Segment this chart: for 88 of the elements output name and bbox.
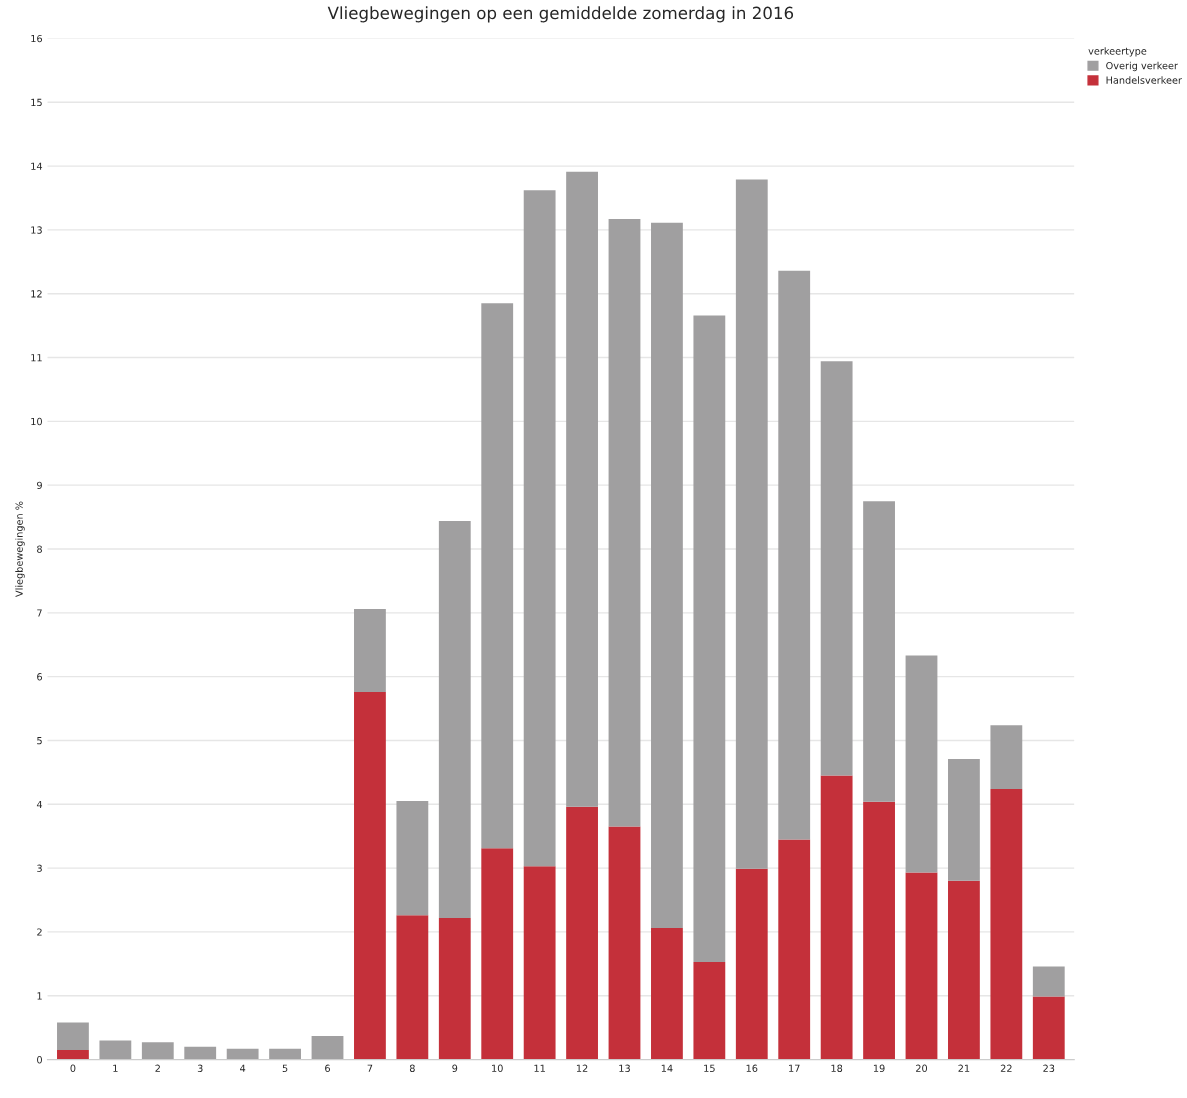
- bar: [608, 826, 641, 1060]
- x-tick-label: 0: [70, 1064, 76, 1072]
- bar: [778, 270, 811, 840]
- bar: [948, 880, 980, 1060]
- y-tick-label: 3: [37, 864, 42, 872]
- y-tick-label: 9: [37, 481, 42, 490]
- y-tick-label: 5: [37, 737, 42, 745]
- bar: [99, 1040, 132, 1060]
- bar: [396, 915, 429, 1060]
- y-tick-label: 14: [31, 162, 43, 170]
- bar: [354, 608, 386, 692]
- bar: [396, 801, 429, 916]
- bar: [990, 788, 1023, 1060]
- bar: [693, 315, 726, 962]
- x-tick-label: 3: [197, 1064, 203, 1072]
- bar: [608, 219, 641, 827]
- bar: [863, 801, 895, 1060]
- bar: [735, 868, 768, 1060]
- x-tick-label: 5: [282, 1064, 288, 1072]
- x-tick-label: 1: [113, 1064, 118, 1072]
- bar: [990, 725, 1023, 789]
- x-tick-label: 17: [789, 1064, 800, 1072]
- bar: [57, 1050, 89, 1060]
- x-tick-label: 8: [409, 1064, 415, 1072]
- y-tick-label: 15: [31, 98, 42, 107]
- x-tick-label: 16: [746, 1064, 758, 1072]
- bar: [863, 501, 895, 802]
- bar: [184, 1046, 217, 1060]
- x-tick-label: 15: [704, 1064, 715, 1072]
- y-axis-title: Vliegbewegingen %: [15, 501, 25, 597]
- x-tick-label: 13: [619, 1064, 630, 1072]
- bar: [778, 839, 811, 1060]
- x-tick-label: 19: [873, 1064, 885, 1072]
- x-tick-label: 18: [831, 1064, 843, 1072]
- bar: [438, 520, 471, 918]
- bar: [226, 1048, 259, 1060]
- bar: [693, 961, 726, 1060]
- y-tick-label: 4: [36, 800, 43, 808]
- bar: [523, 866, 556, 1060]
- legend-label: Handelsverkeer: [1106, 76, 1182, 84]
- bar: [1032, 996, 1065, 1060]
- bar: [651, 928, 683, 1060]
- x-tick-label: 23: [1043, 1064, 1055, 1072]
- x-tick-label: 4: [240, 1064, 246, 1072]
- bar: [905, 872, 938, 1060]
- x-tick-label: 22: [1000, 1064, 1012, 1072]
- y-tick-label: 2: [37, 928, 42, 936]
- y-tick-label: 16: [31, 34, 43, 43]
- legend-title: verkeertype: [1088, 47, 1147, 57]
- bar: [57, 1022, 89, 1050]
- y-tick-label: 6: [37, 673, 43, 681]
- bar: [438, 917, 471, 1060]
- x-tick-label: 21: [958, 1064, 970, 1072]
- y-tick-label: 13: [31, 226, 42, 234]
- x-tick-label: 2: [155, 1064, 160, 1072]
- bar: [481, 848, 514, 1060]
- bar: [820, 775, 853, 1060]
- bar: [735, 179, 768, 869]
- chart-title: Vliegbewegingen op een gemiddelde zomerdag in 2016: [327, 6, 794, 23]
- bar: [566, 806, 598, 1060]
- legend-label: Overig verkeer: [1106, 61, 1178, 72]
- x-tick-label: 7: [367, 1064, 373, 1072]
- bar: [651, 222, 683, 929]
- bar: [1032, 966, 1065, 997]
- y-tick-label: 11: [31, 354, 42, 362]
- y-tick-label: 0: [37, 1056, 42, 1064]
- x-tick-label: 10: [492, 1064, 503, 1072]
- bar: [269, 1048, 301, 1060]
- bar: [820, 361, 853, 776]
- bar: [311, 1035, 344, 1060]
- y-tick-label: 12: [31, 290, 42, 298]
- y-tick-label: 1: [37, 992, 42, 1000]
- y-tick-label: 10: [31, 417, 42, 426]
- x-tick-label: 11: [534, 1064, 545, 1072]
- bar: [905, 655, 938, 873]
- x-tick-label: 20: [916, 1064, 928, 1072]
- x-tick-label: 12: [576, 1064, 588, 1072]
- bar: [566, 171, 598, 807]
- y-tick-label: 7: [37, 609, 42, 617]
- bar: [481, 303, 514, 849]
- bar: [141, 1042, 174, 1060]
- bar: [354, 691, 386, 1060]
- y-tick-label: 8: [37, 545, 42, 553]
- bar: [948, 758, 980, 881]
- x-tick-label: 14: [661, 1064, 673, 1072]
- x-tick-label: 6: [325, 1064, 330, 1072]
- bar: [523, 190, 556, 867]
- x-tick-label: 9: [452, 1064, 458, 1072]
